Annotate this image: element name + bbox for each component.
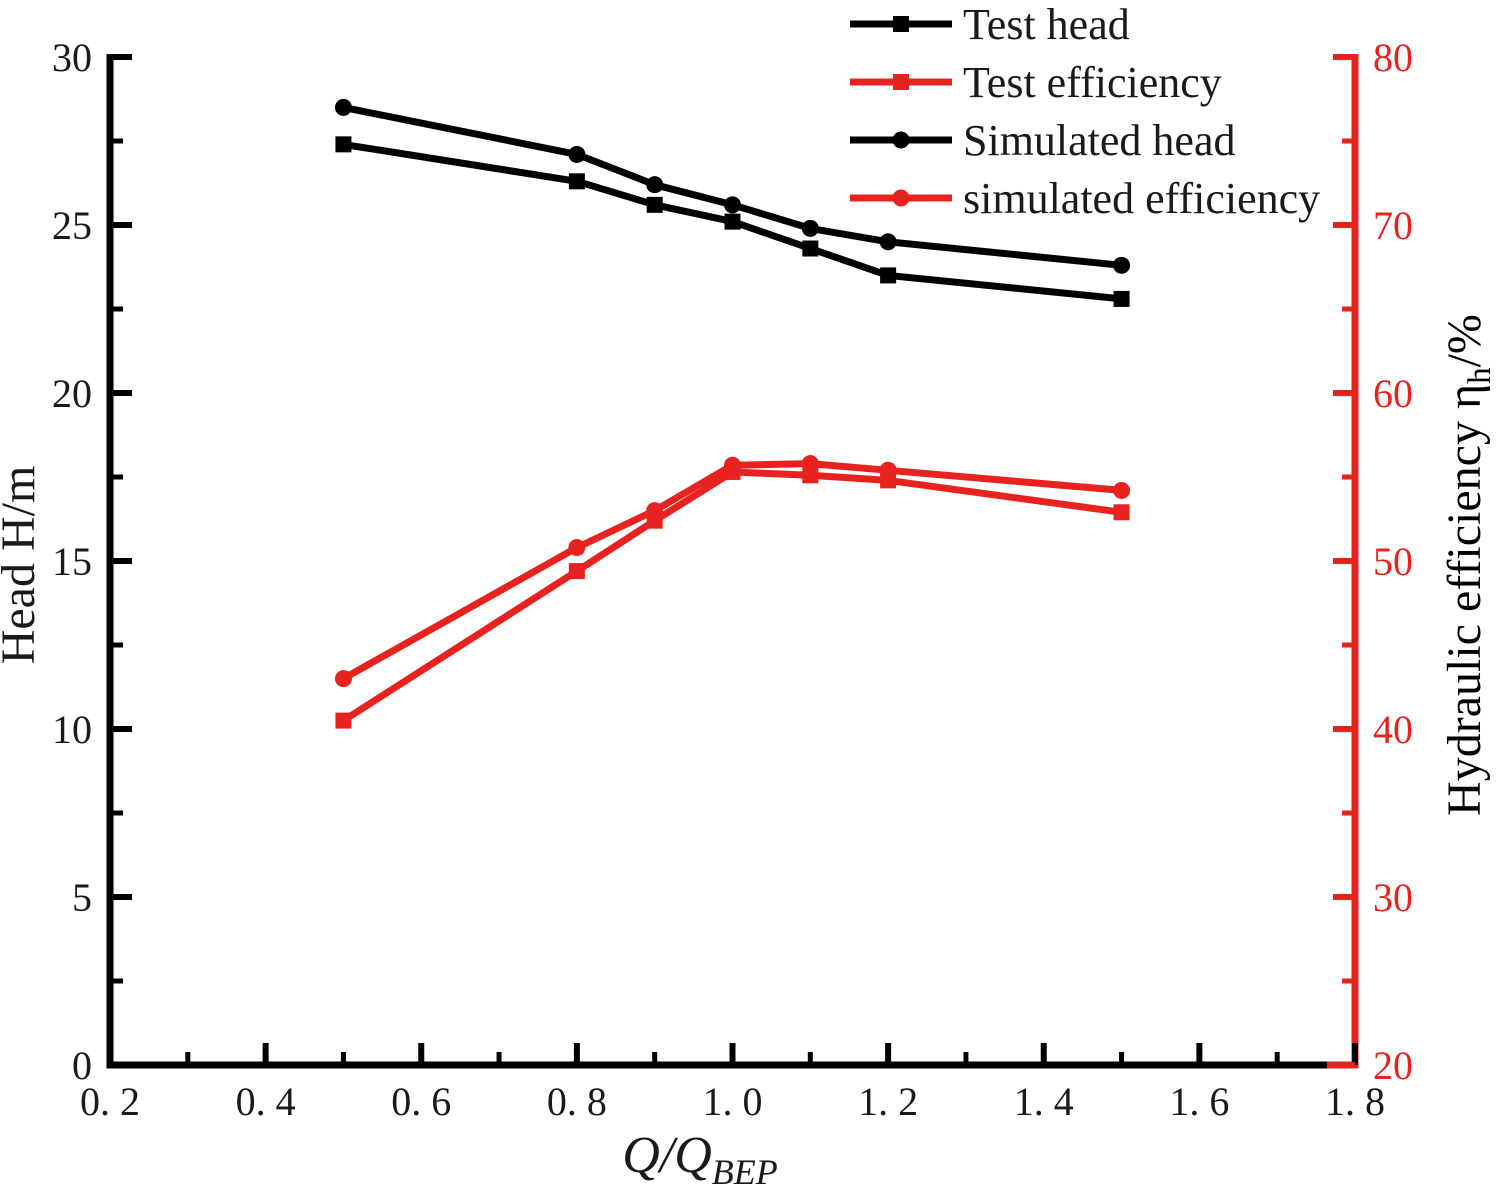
y-right-tick-label: 30 [1373,875,1413,920]
square-marker [1113,504,1130,521]
square-marker [893,16,909,32]
legend-label: Simulated head [963,116,1236,165]
x-tick-label: 1. 2 [858,1079,918,1124]
series-simulated-efficiency [334,455,1131,688]
square-marker [724,213,741,230]
axis-tick-labels: 0. 2 0. 4 0. 6 0. 8 1. 0 1. 2 1. 4 1. 6 1. 8 0 5 10… [52,35,1413,1124]
circle-marker [892,131,910,149]
data-series [334,98,1131,729]
y-right-tick-label: 20 [1373,1043,1413,1088]
square-marker [802,467,819,484]
x-tick-label: 1. 8 [1325,1079,1385,1124]
legend-label: Test head [963,0,1130,49]
square-marker [802,240,819,257]
circle-marker [568,539,586,557]
square-marker [893,74,909,90]
x-tick-label: 1. 6 [1169,1079,1229,1124]
series-line [339,468,1126,725]
y-right-tick-label: 40 [1373,707,1413,752]
square-marker [646,196,663,213]
circle-marker [568,145,586,163]
legend-item-simulated-head: Simulated head [850,116,1236,165]
circle-marker [724,196,741,214]
series-simulated-head [334,98,1131,274]
y-right-axis-title: Hydraulic efficiency ηh/% [1438,314,1498,816]
y-left-tick-label: 15 [52,539,92,584]
circle-marker [879,461,897,479]
x-tick-label: 1. 0 [703,1079,763,1124]
legend-label: simulated efficiency [963,174,1320,223]
circle-marker [724,456,741,474]
y-left-tick-label: 10 [52,707,92,752]
square-marker [335,136,352,153]
y-right-tick-label: 50 [1373,539,1413,584]
circle-marker [334,98,352,116]
y-right-tick-label: 60 [1373,371,1413,416]
y-left-tick-label: 0 [72,1043,92,1088]
axis-ticks [107,54,1358,1068]
y-right-tick-label: 80 [1373,35,1413,80]
circle-marker [879,233,897,251]
series-test-head [335,136,1130,307]
y-left-tick-label: 5 [72,875,92,920]
square-marker [568,173,585,190]
x-tick-label: 0. 6 [391,1079,451,1124]
square-marker [568,563,585,580]
circle-marker [1113,481,1131,499]
square-marker [1113,290,1130,307]
x-tick-label: 0. 8 [547,1079,607,1124]
circle-marker [801,219,819,237]
circle-marker [1113,256,1131,274]
y-left-tick-label: 30 [52,35,92,80]
legend-label: Test efficiency [963,58,1222,107]
series-test-efficiency [335,463,1130,729]
circle-marker [334,670,352,688]
legend-item-test-efficiency: Test efficiency [850,58,1222,107]
x-tick-label: 0. 2 [80,1079,140,1124]
circle-marker [646,502,664,520]
circle-marker [646,176,664,194]
x-tick-label: 1. 4 [1014,1079,1074,1124]
legend-item-test-head: Test head [850,0,1130,49]
axis-titles: Head H/m Hydraulic efficiency ηh/% Q/QBEP [0,314,1498,1192]
square-marker [880,267,897,284]
x-axis-title: Q/QBEP [622,1127,778,1192]
y-right-tick-label: 70 [1373,203,1413,248]
legend: Test head Test efficiency Simulated head si… [850,0,1320,223]
legend-item-simulated-efficiency: simulated efficiency [850,174,1320,223]
y-left-axis-title: Head H/m [0,466,45,665]
circle-marker [892,189,910,207]
y-left-tick-label: 25 [52,203,92,248]
circle-marker [801,455,819,473]
x-tick-label: 0. 4 [236,1079,296,1124]
square-marker [335,712,352,729]
y-left-tick-label: 20 [52,371,92,416]
